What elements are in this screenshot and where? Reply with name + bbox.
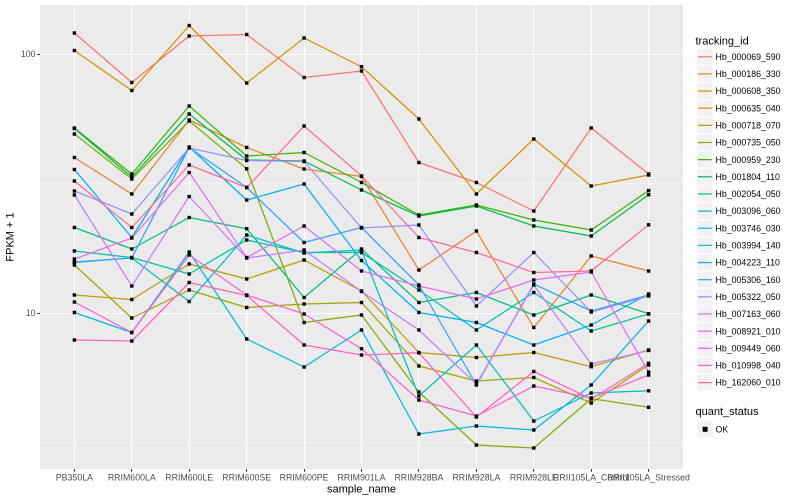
svg-text:Hb_003096_060: Hb_003096_060 (716, 206, 781, 216)
svg-text:RRIM600LE: RRIM600LE (165, 472, 213, 482)
svg-text:RRII105LA_Control: RRII105LA_Control (553, 472, 629, 482)
svg-text:Hb_008921_010: Hb_008921_010 (716, 326, 781, 336)
svg-text:Hb_009449_060: Hb_009449_060 (716, 343, 781, 353)
svg-text:RRIM600SE: RRIM600SE (222, 472, 271, 482)
svg-text:Hb_002054_050: Hb_002054_050 (716, 189, 781, 199)
svg-text:Hb_000959_230: Hb_000959_230 (716, 155, 781, 165)
svg-text:Hb_004223_110: Hb_004223_110 (716, 258, 781, 268)
svg-text:Hb_000635_040: Hb_000635_040 (716, 103, 781, 113)
svg-text:OK: OK (716, 424, 729, 434)
svg-text:Hb_000069_590: Hb_000069_590 (716, 52, 781, 62)
svg-text:quant_status: quant_status (696, 406, 759, 418)
svg-text:Hb_000735_050: Hb_000735_050 (716, 138, 781, 148)
svg-text:RRIM928BA: RRIM928BA (394, 472, 443, 482)
svg-text:Hb_003994_140: Hb_003994_140 (716, 241, 781, 251)
svg-text:RRIM928LE: RRIM928LE (510, 472, 558, 482)
svg-text:Hb_162060_010: Hb_162060_010 (716, 378, 781, 388)
svg-text:tracking_id: tracking_id (696, 36, 749, 48)
svg-text:100: 100 (21, 49, 36, 59)
svg-text:Hb_000718_070: Hb_000718_070 (716, 120, 781, 130)
svg-text:RRIM901LA: RRIM901LA (338, 472, 386, 482)
svg-text:Hb_001804_110: Hb_001804_110 (716, 172, 781, 182)
svg-text:Hb_010998_040: Hb_010998_040 (716, 361, 781, 371)
svg-text:RRIM600PE: RRIM600PE (280, 472, 329, 482)
svg-text:Hb_007163_060: Hb_007163_060 (716, 309, 781, 319)
svg-text:RRIM928LA: RRIM928LA (452, 472, 500, 482)
svg-text:sample_name: sample_name (327, 484, 396, 496)
svg-text:FPKM + 1: FPKM + 1 (5, 212, 17, 261)
svg-text:Hb_000608_350: Hb_000608_350 (716, 86, 781, 96)
svg-text:Hb_005322_050: Hb_005322_050 (716, 292, 781, 302)
svg-text:Hb_000186_330: Hb_000186_330 (716, 69, 781, 79)
svg-text:Hb_003746_030: Hb_003746_030 (716, 223, 781, 233)
svg-text:RRII105LA_Stressed: RRII105LA_Stressed (607, 472, 690, 482)
svg-text:10: 10 (26, 308, 36, 318)
svg-text:PB350LA: PB350LA (56, 472, 93, 482)
svg-text:Hb_005306_160: Hb_005306_160 (716, 275, 781, 285)
svg-text:RRIM600LA: RRIM600LA (108, 472, 156, 482)
